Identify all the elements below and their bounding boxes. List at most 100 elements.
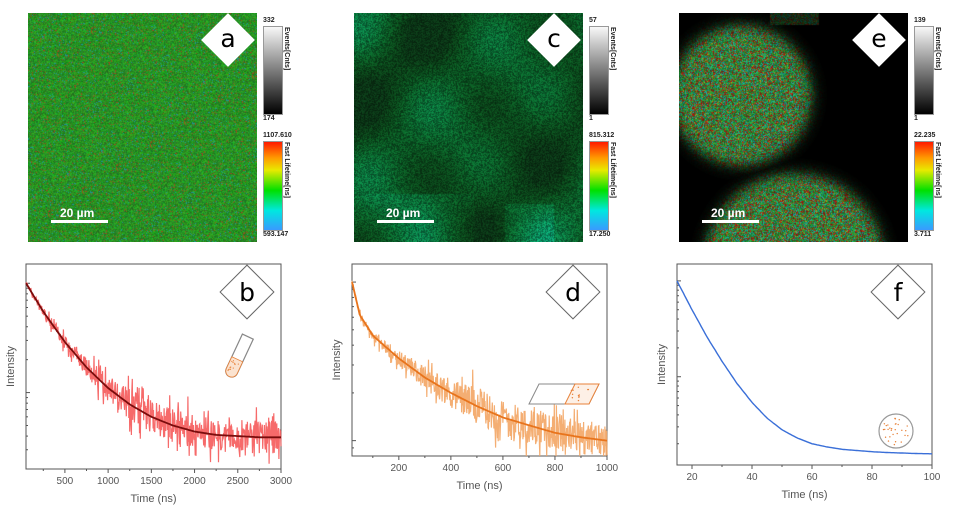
sample-dot bbox=[232, 367, 234, 369]
lifetime-colorbar-e bbox=[914, 141, 934, 231]
sample-dot bbox=[232, 361, 234, 364]
sample-dot bbox=[231, 360, 233, 363]
panel-label-diamond-b bbox=[219, 264, 275, 320]
glass-slide-sample bbox=[564, 383, 600, 405]
x-tick-label-f: 100 bbox=[924, 472, 941, 483]
x-tick-label-f: 40 bbox=[746, 472, 758, 483]
sample-dot bbox=[232, 360, 235, 362]
panel-label-b: b bbox=[239, 278, 255, 307]
x-tick-label-f: 60 bbox=[806, 472, 818, 483]
sample-dot bbox=[887, 428, 889, 431]
x-tick-label-b: 2000 bbox=[183, 476, 206, 487]
panel-label-d: d bbox=[565, 278, 581, 307]
panel-label-c: c bbox=[547, 24, 561, 53]
events-colorbar-e bbox=[914, 26, 934, 115]
series-fit-d bbox=[351, 281, 608, 442]
panel-label-diamond-f bbox=[870, 264, 926, 320]
sample-dot bbox=[907, 435, 909, 437]
sample-dot bbox=[906, 425, 908, 427]
sample-dot bbox=[234, 363, 236, 366]
sample-dot bbox=[893, 443, 896, 446]
lifetime-min-e: 3.711 bbox=[914, 231, 932, 238]
events-max-e: 139 bbox=[914, 17, 926, 24]
sample-dot bbox=[587, 388, 589, 391]
sample-dot bbox=[571, 393, 574, 396]
scalebar-label-a: 20 µm bbox=[60, 206, 95, 220]
events-min-e: 1 bbox=[914, 115, 918, 122]
lifetime-min-c: 17.250 bbox=[589, 231, 611, 238]
panel-label-e: e bbox=[871, 24, 887, 53]
bead-icon bbox=[878, 413, 914, 449]
events-max-a: 332 bbox=[263, 17, 275, 24]
sample-dot bbox=[577, 399, 580, 402]
x-tick-label-b: 1500 bbox=[140, 476, 163, 487]
sample-dot bbox=[896, 432, 898, 435]
events-min-c: 1 bbox=[589, 115, 593, 122]
scalebar-label-e: 20 µm bbox=[711, 206, 746, 220]
sample-dot bbox=[577, 386, 580, 389]
sample-dot bbox=[887, 424, 889, 426]
x-axis-label-d: Time (ns) bbox=[456, 480, 502, 492]
sample-dot bbox=[577, 394, 580, 397]
sample-dot bbox=[887, 440, 890, 442]
sample-dot bbox=[894, 423, 897, 425]
sample-dot bbox=[227, 369, 229, 372]
sample-dot bbox=[572, 389, 574, 391]
flim-image-c: c 20 µm bbox=[354, 13, 583, 242]
events-colorbar-c bbox=[589, 26, 609, 115]
sample-dot bbox=[904, 434, 906, 437]
sample-dot bbox=[889, 436, 891, 438]
events-title-e: Events[Cnts] bbox=[934, 27, 941, 71]
scalebar-e bbox=[702, 220, 759, 223]
lifetime-title-c: Fast Lifetime[ns] bbox=[609, 142, 616, 199]
events-max-c: 57 bbox=[589, 17, 597, 24]
plot-frame-f bbox=[676, 263, 933, 466]
lifetime-max-c: 815.312 bbox=[589, 132, 615, 139]
x-tick-label-d: 600 bbox=[495, 463, 512, 474]
sample-dot bbox=[234, 362, 236, 364]
y-axis-label-d: Intensity bbox=[331, 339, 343, 380]
flim-image-e: e 20 µm bbox=[679, 13, 908, 242]
chart-b: 500 1000 1500 2000 2500 3000 Time (ns) Intensit… bbox=[5, 263, 293, 505]
sample-dot bbox=[229, 366, 231, 369]
events-min-a: 174 bbox=[263, 115, 275, 122]
sample-dot bbox=[905, 430, 907, 432]
x-tick-label-f: 20 bbox=[686, 472, 698, 483]
x-tick-label-d: 400 bbox=[443, 463, 460, 474]
sample-dot bbox=[889, 427, 891, 429]
panel-label-f: f bbox=[894, 278, 904, 307]
x-tick-label-b: 2500 bbox=[227, 476, 250, 487]
lifetime-min-a: 593.147 bbox=[263, 231, 289, 238]
sample-dot bbox=[890, 429, 892, 431]
scalebar-label-c: 20 µm bbox=[386, 206, 421, 220]
sample-dot bbox=[897, 423, 899, 426]
lifetime-colorbar-c bbox=[589, 141, 609, 231]
series-fit-b bbox=[25, 282, 281, 439]
sample-dot bbox=[885, 424, 888, 427]
sample-dot bbox=[894, 441, 897, 443]
series-data-f bbox=[676, 280, 932, 455]
lifetime-max-a: 1107.610 bbox=[263, 132, 292, 139]
sample-dot bbox=[578, 396, 580, 398]
sample-dot bbox=[570, 389, 573, 392]
lifetime-colorbar-a bbox=[263, 141, 283, 231]
lifetime-max-e: 22.235 bbox=[914, 132, 936, 139]
events-colorbar-a bbox=[263, 26, 283, 115]
x-tick-label-b: 1000 bbox=[97, 476, 120, 487]
flim-image-a: a 20 µm bbox=[28, 13, 257, 242]
sample-dot bbox=[884, 436, 887, 438]
sample-dot bbox=[898, 419, 900, 421]
sample-dot bbox=[884, 428, 886, 431]
scalebar-c bbox=[377, 220, 434, 223]
x-axis-label-f: Time (ns) bbox=[781, 489, 827, 501]
sample-dot bbox=[237, 363, 239, 365]
x-tick-label-f: 80 bbox=[866, 472, 878, 483]
sample-dot bbox=[890, 427, 893, 430]
x-tick-label-b: 3000 bbox=[270, 476, 293, 487]
test-tube-sample bbox=[225, 356, 244, 378]
lifetime-title-e: Fast Lifetime[ns] bbox=[934, 142, 941, 199]
panel-label-diamond-d bbox=[545, 264, 601, 320]
series-data-b bbox=[25, 281, 282, 464]
chart-d: 200 400 600 800 1000 Time (ns) Intensity d bbox=[331, 263, 619, 492]
y-axis-label-f: Intensity bbox=[656, 344, 668, 385]
